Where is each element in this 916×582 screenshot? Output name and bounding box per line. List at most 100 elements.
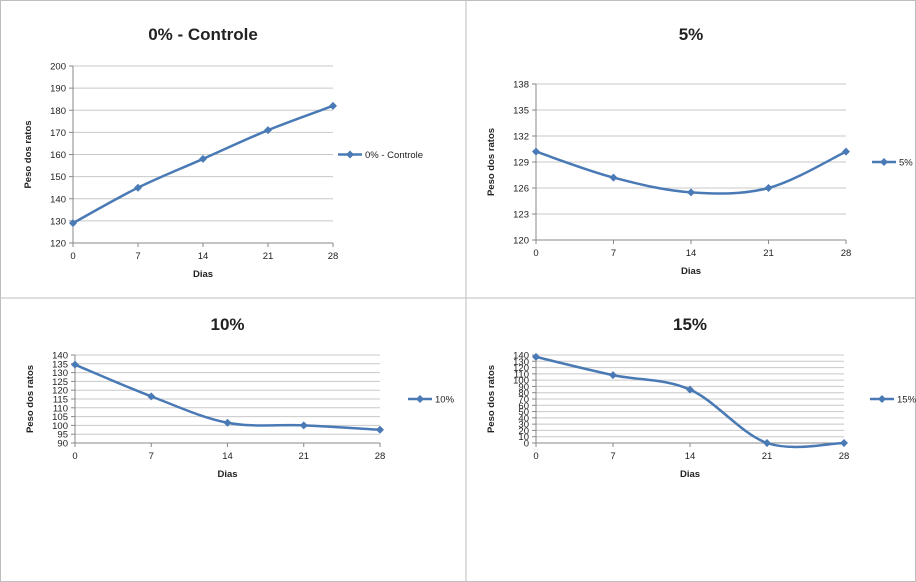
y-tick-label: 110 [514, 369, 529, 380]
y-tick-label: 140 [513, 351, 529, 362]
y-tick-label: 90 [518, 382, 529, 393]
y-tick-label: 10 [518, 432, 529, 443]
x-tick-label: 7 [149, 451, 154, 462]
y-tick-label: 150 [50, 172, 66, 183]
y-tick-label: 135 [52, 359, 68, 370]
y-tick-label: 40 [518, 413, 529, 424]
data-point [842, 147, 850, 156]
y-tick-label: 130 [52, 368, 68, 379]
x-tick-label: 7 [610, 451, 615, 462]
y-tick-label: 0 [524, 439, 529, 450]
data-point [199, 154, 207, 163]
y-tick-label: 123 [513, 210, 529, 221]
y-axis-title: Peso dos ratos [25, 365, 36, 433]
x-tick-label: 14 [685, 451, 696, 462]
y-tick-label: 50 [518, 407, 529, 418]
y-tick-label: 200 [50, 62, 66, 73]
x-tick-label: 21 [298, 451, 309, 462]
chart-title: 5% [679, 25, 704, 44]
x-tick-label: 0 [70, 251, 75, 262]
y-tick-label: 140 [50, 194, 66, 205]
series-line [535, 355, 845, 449]
x-tick-label: 14 [686, 248, 697, 259]
data-point [764, 184, 773, 192]
x-axis-title: Dias [193, 269, 213, 280]
y-axis-title: Peso dos ratos [23, 120, 34, 188]
x-tick-label: 14 [198, 251, 209, 262]
chart-panel-0: 0% - Controle120130140150160170180190200… [23, 25, 423, 280]
y-tick-label: 132 [513, 132, 529, 143]
x-tick-label: 0 [533, 248, 538, 259]
y-tick-label: 138 [513, 80, 529, 91]
y-tick-label: 115 [53, 395, 68, 406]
data-point [609, 371, 617, 380]
y-tick-label: 130 [513, 357, 529, 368]
y-tick-label: 129 [513, 158, 529, 169]
y-tick-label: 160 [50, 150, 66, 161]
legend-label: 5% [899, 158, 913, 169]
legend-marker [346, 150, 354, 159]
y-tick-label: 120 [513, 363, 529, 374]
chart-title: 0% - Controle [148, 25, 258, 44]
data-point [609, 173, 618, 182]
y-tick-label: 90 [57, 439, 68, 450]
y-tick-label: 126 [513, 184, 529, 195]
y-tick-label: 130 [50, 216, 66, 227]
y-tick-label: 120 [50, 239, 66, 250]
x-tick-label: 14 [222, 451, 233, 462]
data-point [134, 183, 142, 192]
data-point [69, 219, 77, 228]
y-tick-label: 140 [52, 351, 68, 362]
y-tick-label: 30 [518, 420, 529, 431]
x-axis-title: Dias [680, 469, 700, 480]
data-point [686, 385, 694, 394]
legend-marker [878, 395, 886, 403]
y-tick-label: 120 [513, 236, 529, 247]
y-tick-label: 20 [518, 426, 529, 437]
data-point [763, 439, 771, 447]
data-point [147, 392, 156, 401]
series-line [535, 150, 847, 195]
x-tick-label: 28 [841, 248, 852, 259]
x-tick-label: 28 [328, 251, 339, 262]
y-tick-label: 190 [50, 84, 66, 95]
data-point [299, 421, 308, 430]
data-point [223, 418, 232, 427]
x-tick-label: 28 [375, 451, 386, 462]
chart-title: 10% [210, 315, 244, 334]
data-point [532, 352, 540, 361]
x-tick-label: 21 [762, 451, 773, 462]
chart-title: 15% [673, 315, 707, 334]
x-tick-label: 21 [763, 248, 774, 259]
x-tick-label: 7 [135, 251, 140, 262]
y-tick-label: 60 [518, 401, 529, 412]
y-tick-label: 170 [50, 128, 66, 139]
x-tick-label: 0 [72, 451, 77, 462]
x-tick-label: 21 [263, 251, 274, 262]
y-axis-title: Peso dos ratos [486, 128, 497, 196]
y-tick-label: 110 [53, 403, 68, 414]
y-tick-label: 135 [513, 106, 529, 117]
y-tick-label: 100 [52, 421, 68, 432]
series-line [72, 104, 334, 225]
x-tick-label: 28 [839, 451, 850, 462]
y-tick-label: 120 [52, 386, 68, 397]
legend-label: 10% [435, 395, 455, 406]
data-point [532, 147, 540, 156]
y-tick-label: 105 [52, 412, 68, 423]
y-axis-title: Peso dos ratos [486, 365, 497, 433]
chart-panel-1: 5% 120 123 126 129 132 135 138 0 7 14 21 28 Dias Peso … [486, 25, 913, 277]
y-tick-label: 70 [518, 395, 529, 406]
legend-marker [416, 395, 424, 403]
data-point [71, 360, 79, 369]
x-tick-label: 0 [533, 451, 538, 462]
x-tick-label: 7 [611, 248, 616, 259]
y-tick-label: 80 [518, 388, 529, 399]
data-point [840, 439, 848, 447]
legend-marker [880, 158, 888, 166]
y-tick-label: 100 [513, 376, 529, 387]
x-axis-title: Dias [217, 469, 237, 480]
y-tick-label: 95 [57, 430, 68, 441]
